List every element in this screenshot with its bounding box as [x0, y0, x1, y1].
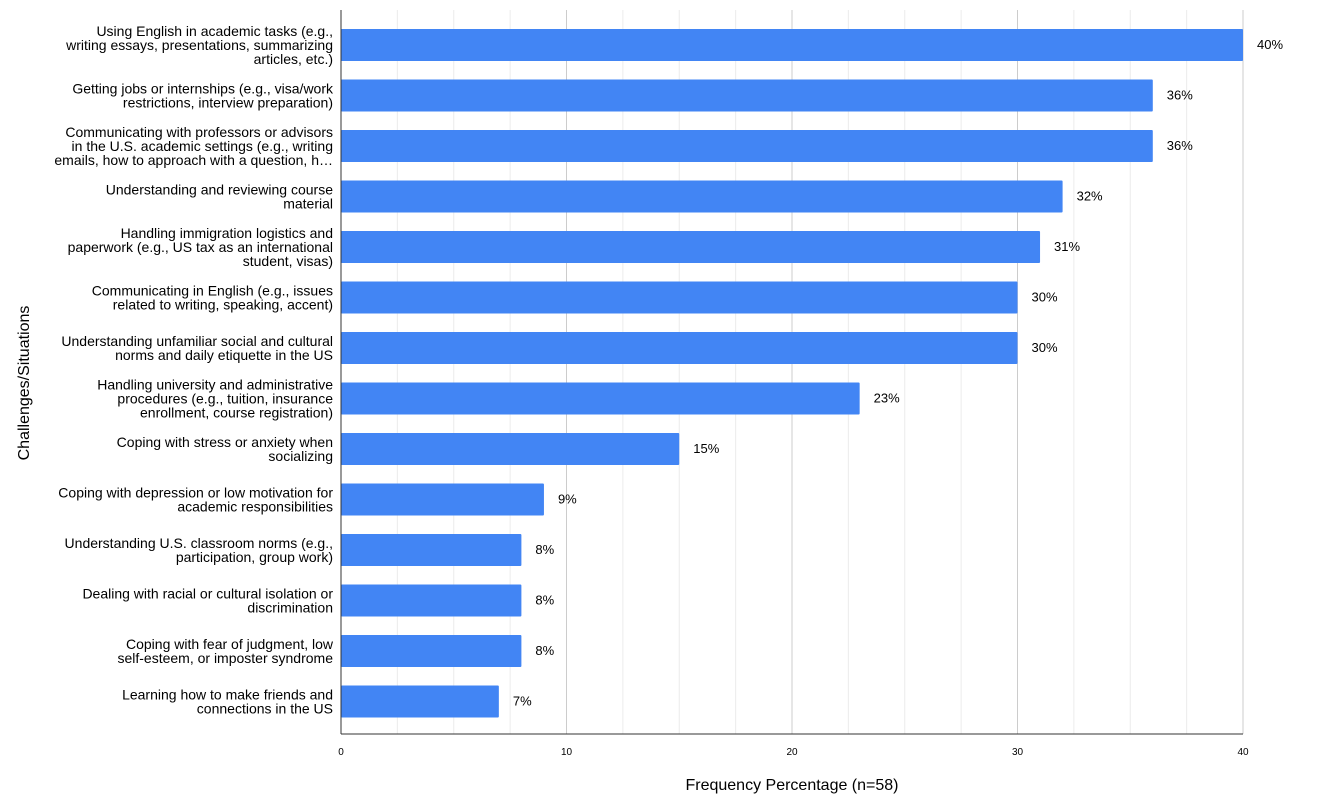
x-tick-label: 40 [1237, 747, 1249, 758]
bar [341, 332, 1018, 364]
bar [341, 180, 1063, 213]
x-tick-label: 30 [1012, 747, 1024, 758]
bar [341, 534, 522, 566]
data-label: 36% [1167, 88, 1193, 103]
category-label: Coping with fear of judgment, low self-es… [117, 636, 333, 666]
x-tick-label: 0 [338, 747, 344, 758]
bar [341, 635, 522, 667]
data-label: 30% [1032, 290, 1058, 305]
data-label: 8% [535, 542, 554, 557]
data-label: 9% [558, 492, 577, 507]
data-label: 36% [1167, 138, 1193, 153]
category-label: Learning how to make friends and connecti… [122, 687, 333, 717]
bars [341, 29, 1243, 718]
data-label: 15% [693, 441, 719, 456]
category-label: Understanding U.S. classroom norms (e.g.… [65, 535, 333, 565]
data-label: 32% [1077, 189, 1103, 204]
labels: 40% Using English in academic tasks (e.g.… [54, 23, 1283, 758]
bar [341, 382, 860, 415]
x-axis-title: Frequency Percentage (n=58) [685, 777, 898, 794]
category-label: Coping with depression or low motivation… [58, 485, 333, 515]
data-label: 31% [1054, 239, 1080, 254]
bar [341, 685, 499, 718]
category-label: Getting jobs or internships (e.g., visa/… [72, 81, 334, 111]
bar [341, 281, 1018, 314]
category-label: Handling immigration logistics and paperw… [68, 225, 333, 269]
bar [341, 483, 544, 516]
category-label: Communicating in English (e.g., issues re… [92, 283, 333, 313]
bar [341, 231, 1041, 263]
bar [341, 584, 522, 617]
x-tick-label: 20 [786, 747, 798, 758]
bar [341, 130, 1153, 162]
data-label: 8% [535, 593, 554, 608]
bar [341, 29, 1243, 61]
x-tick-label: 10 [561, 747, 573, 758]
data-label: 7% [513, 694, 532, 709]
y-axis-title: Challenges/Situations [16, 306, 33, 461]
data-label: 8% [535, 643, 554, 658]
category-label: Handling university and administrative pr… [97, 377, 333, 421]
category-label: Understanding unfamiliar social and cult… [61, 333, 333, 363]
data-label: 30% [1032, 340, 1058, 355]
bar [341, 79, 1153, 112]
category-label: Dealing with racial or cultural isolatio… [82, 586, 333, 616]
bar [341, 433, 680, 465]
category-label: Using English in academic tasks (e.g., wr… [65, 23, 333, 67]
category-label: Communicating with professors or advisor… [54, 124, 333, 168]
grid-lines [396, 10, 1244, 734]
data-label: 23% [874, 391, 900, 406]
axes [340, 10, 1243, 735]
category-label: Understanding and reviewing course materi… [106, 182, 333, 212]
category-label: Coping with stress or anxiety when social… [117, 434, 333, 464]
data-label: 40% [1257, 37, 1283, 52]
